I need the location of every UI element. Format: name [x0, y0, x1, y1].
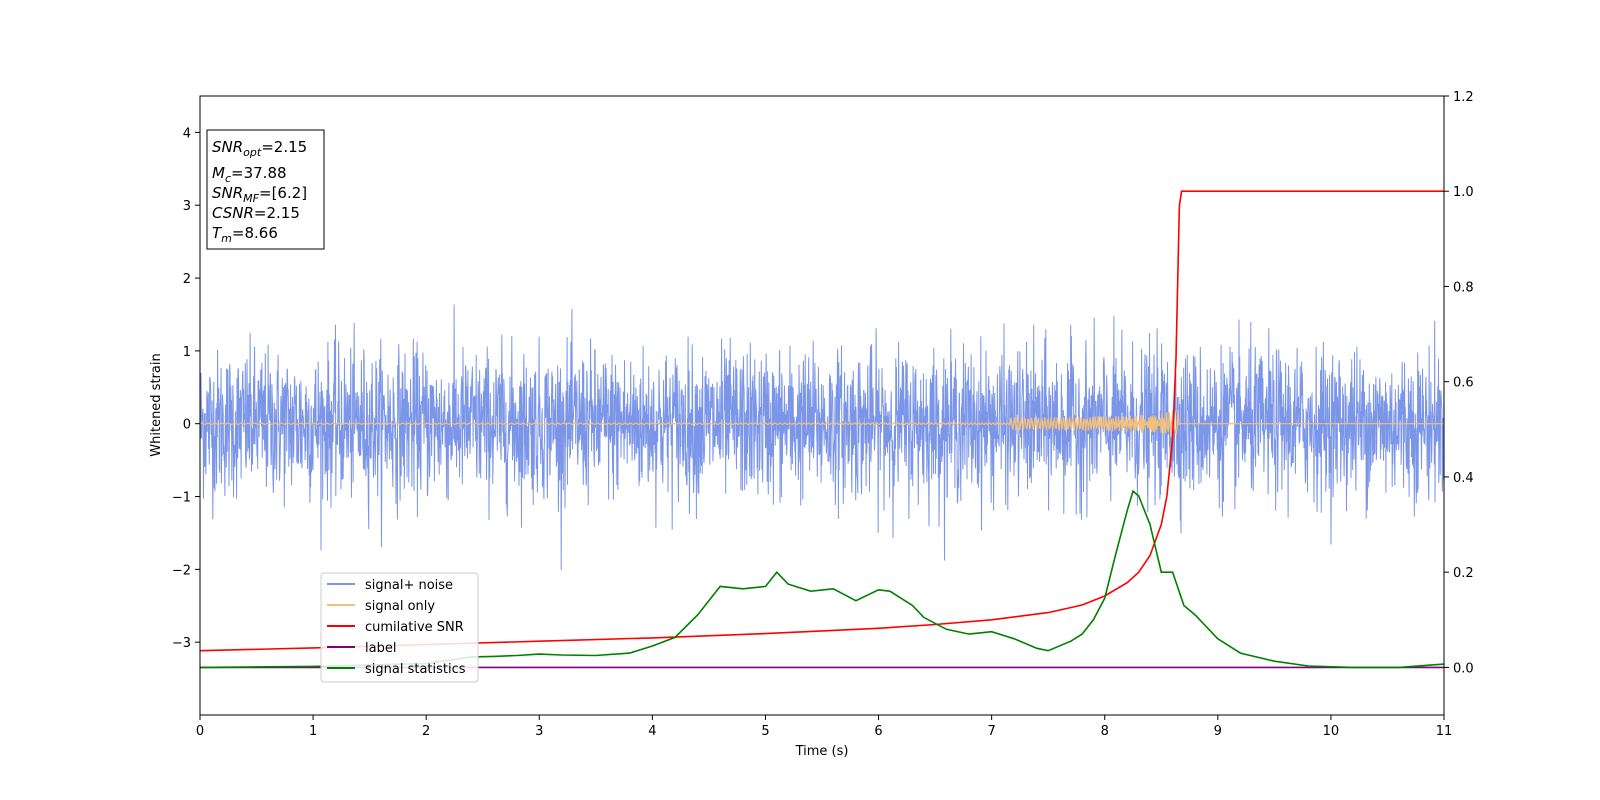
x-tick-label: 0 [196, 724, 204, 739]
y-tick-label: 2 [183, 272, 191, 287]
x-tick-label: 1 [309, 724, 317, 739]
x-tick-label: 4 [648, 724, 656, 739]
x-tick-label: 2 [422, 724, 430, 739]
x-tick-label: 3 [535, 724, 543, 739]
y-tick-label: 0 [183, 418, 191, 433]
x-axis: 0 1 2 3 4 5 6 7 8 9 10 11 [196, 715, 1452, 739]
x-tick-label: 7 [987, 724, 995, 739]
y-axis-right: 0.0 0.2 0.4 0.6 0.8 1.0 1.2 [1444, 90, 1474, 676]
y2-tick-label: 0.0 [1453, 661, 1474, 676]
x-tick-label: 8 [1101, 724, 1109, 739]
y-tick-label: 3 [183, 199, 191, 214]
x-axis-label: Time (s) [795, 744, 849, 759]
y-tick-label: −1 [172, 491, 191, 506]
legend-label-signal-statistics: signal statistics [365, 662, 466, 677]
y2-tick-label: 1.0 [1453, 185, 1474, 200]
info-csnr: CSNR=2.15 [212, 204, 300, 222]
y2-tick-label: 1.2 [1453, 90, 1474, 105]
y-tick-label: 1 [183, 345, 191, 360]
y-axis-left: −3 −2 −1 0 1 2 3 4 [172, 126, 200, 651]
x-tick-label: 10 [1323, 724, 1340, 739]
x-tick-label: 6 [874, 724, 882, 739]
info-snr-opt: SNRopt=2.15 [212, 138, 307, 159]
y2-tick-label: 0.2 [1453, 566, 1474, 581]
series-signal-noise [199, 304, 1445, 571]
y2-tick-label: 0.8 [1453, 280, 1474, 295]
series-signal-statistics [199, 489, 1445, 669]
x-tick-label: 5 [761, 724, 769, 739]
info-box: SNRopt=2.15 Mc=37.88 SNRMF=[6.2] CSNR=2.… [206, 129, 325, 250]
legend: signal+ noise signal only cumilative SNR… [320, 572, 479, 683]
y2-tick-label: 0.4 [1453, 471, 1474, 486]
legend-label-cumulative-snr: cumilative SNR [365, 620, 464, 635]
info-mc: Mc=37.88 [212, 164, 287, 185]
y-tick-label: −2 [172, 563, 191, 578]
series-signal-only [199, 409, 1444, 437]
info-snr-mf: SNRMF=[6.2] [212, 184, 307, 205]
series-cumulative-snr [199, 190, 1444, 652]
info-box-frame [206, 129, 325, 250]
legend-label-signal-noise: signal+ noise [365, 578, 453, 593]
y2-tick-label: 0.6 [1453, 376, 1474, 391]
info-tm: Tm=8.66 [212, 224, 278, 245]
x-tick-label: 11 [1436, 724, 1453, 739]
legend-label-label: label [365, 641, 396, 656]
y-axis-label: Whitened strain [149, 353, 164, 456]
y-tick-label: 4 [183, 126, 191, 141]
legend-frame [320, 572, 479, 683]
axes-frame [199, 95, 1445, 716]
y-tick-label: −3 [172, 636, 191, 651]
x-tick-label: 9 [1214, 724, 1222, 739]
legend-label-signal-only: signal only [365, 599, 435, 614]
